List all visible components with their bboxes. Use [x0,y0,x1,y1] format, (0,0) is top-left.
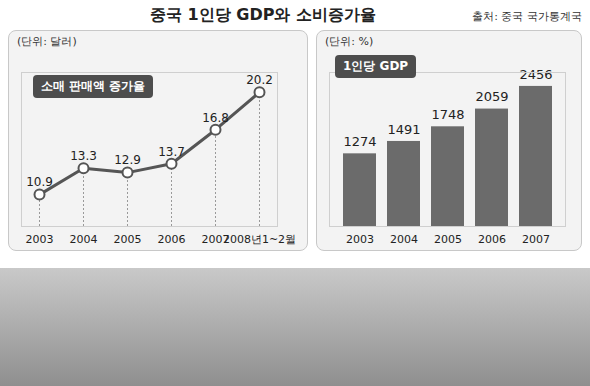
svg-text:1491: 1491 [387,122,420,137]
svg-text:2007: 2007 [522,233,550,246]
html-text:중국 1인당 GDP와 소비증가율: 중국 1인당 GDP와 소비증가율 [150,5,376,24]
svg-text:2008년1~2월: 2008년1~2월 [223,233,296,246]
svg-text:20.2: 20.2 [246,73,273,87]
svg-text:2007: 2007 [201,233,230,247]
svg-text:2006: 2006 [158,233,186,246]
svg-text:2003: 2003 [26,233,54,246]
svg-text:12.9: 12.9 [114,153,141,167]
svg-text:1748: 1748 [431,107,464,122]
svg-text:2456: 2456 [519,67,552,82]
svg-text:2005: 2005 [434,233,462,246]
svg-text:2003: 2003 [346,233,374,246]
html-text:(단위: %): (단위: %) [325,35,374,48]
html-text:출처: 중국 국가통계국: 출처: 중국 국가통계국 [472,10,582,23]
svg-text:2059: 2059 [475,89,508,104]
svg-text:10.9: 10.9 [26,175,53,189]
svg-text:2004: 2004 [70,233,98,246]
svg-text:2005: 2005 [114,233,142,246]
svg-text:2006: 2006 [478,233,506,246]
svg-text:13.3: 13.3 [70,149,97,163]
html-text:(단위: 달러): (단위: 달러) [17,35,77,48]
svg-text:2004: 2004 [390,233,418,246]
svg-text:16.8: 16.8 [202,111,229,125]
svg-text:13.7: 13.7 [158,145,185,159]
html-text:1인당 GDP: 1인당 GDP [343,59,409,73]
svg-text:1274: 1274 [343,134,376,149]
html-text:소매 판매액 증가율: 소매 판매액 증가율 [41,79,146,93]
